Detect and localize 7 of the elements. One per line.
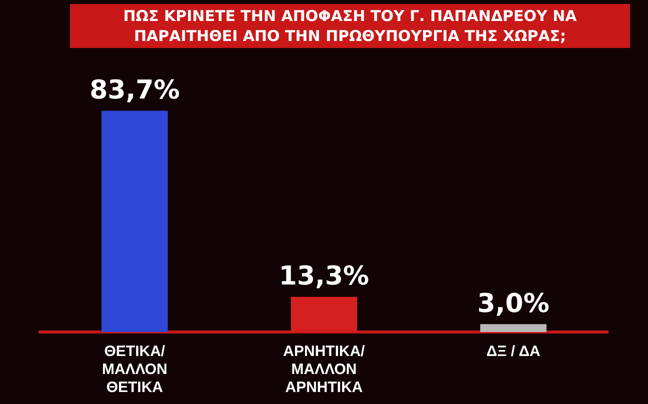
data-label: 83,7% [90,75,180,106]
data-label: 3,0% [477,288,550,319]
x-tick-label: ΔΞ / ΔΑ [486,343,540,360]
data-label: 13,3% [278,262,370,292]
x-tick-label: ΑΡΝΗΤΙΚΑ/ ΜΑΛΛΟΝ ΑΡΝΗΤΙΚΑ [283,343,366,396]
x-tick-label: ΘΕΤΙΚΑ/ ΜΑΛΛΟΝ ΘΕΤΙΚΑ [102,343,168,396]
chart-title: ΠΩΣ ΚΡΙΝΕΤΕ ΤΗΝ ΑΠΟΦΑΣΗ ΤΟΥ Γ. ΠΑΠΑΝΔΡΕΟΥ ΝΑ ΠΑΡΑΙΤΗΘΕΙ ΑΠΟ ΤΗΝ ΠΡΩΘΥΠΟΥΡΓΙΑ ΤΗΣ ΧΩΡΑΣ; [70,4,630,48]
